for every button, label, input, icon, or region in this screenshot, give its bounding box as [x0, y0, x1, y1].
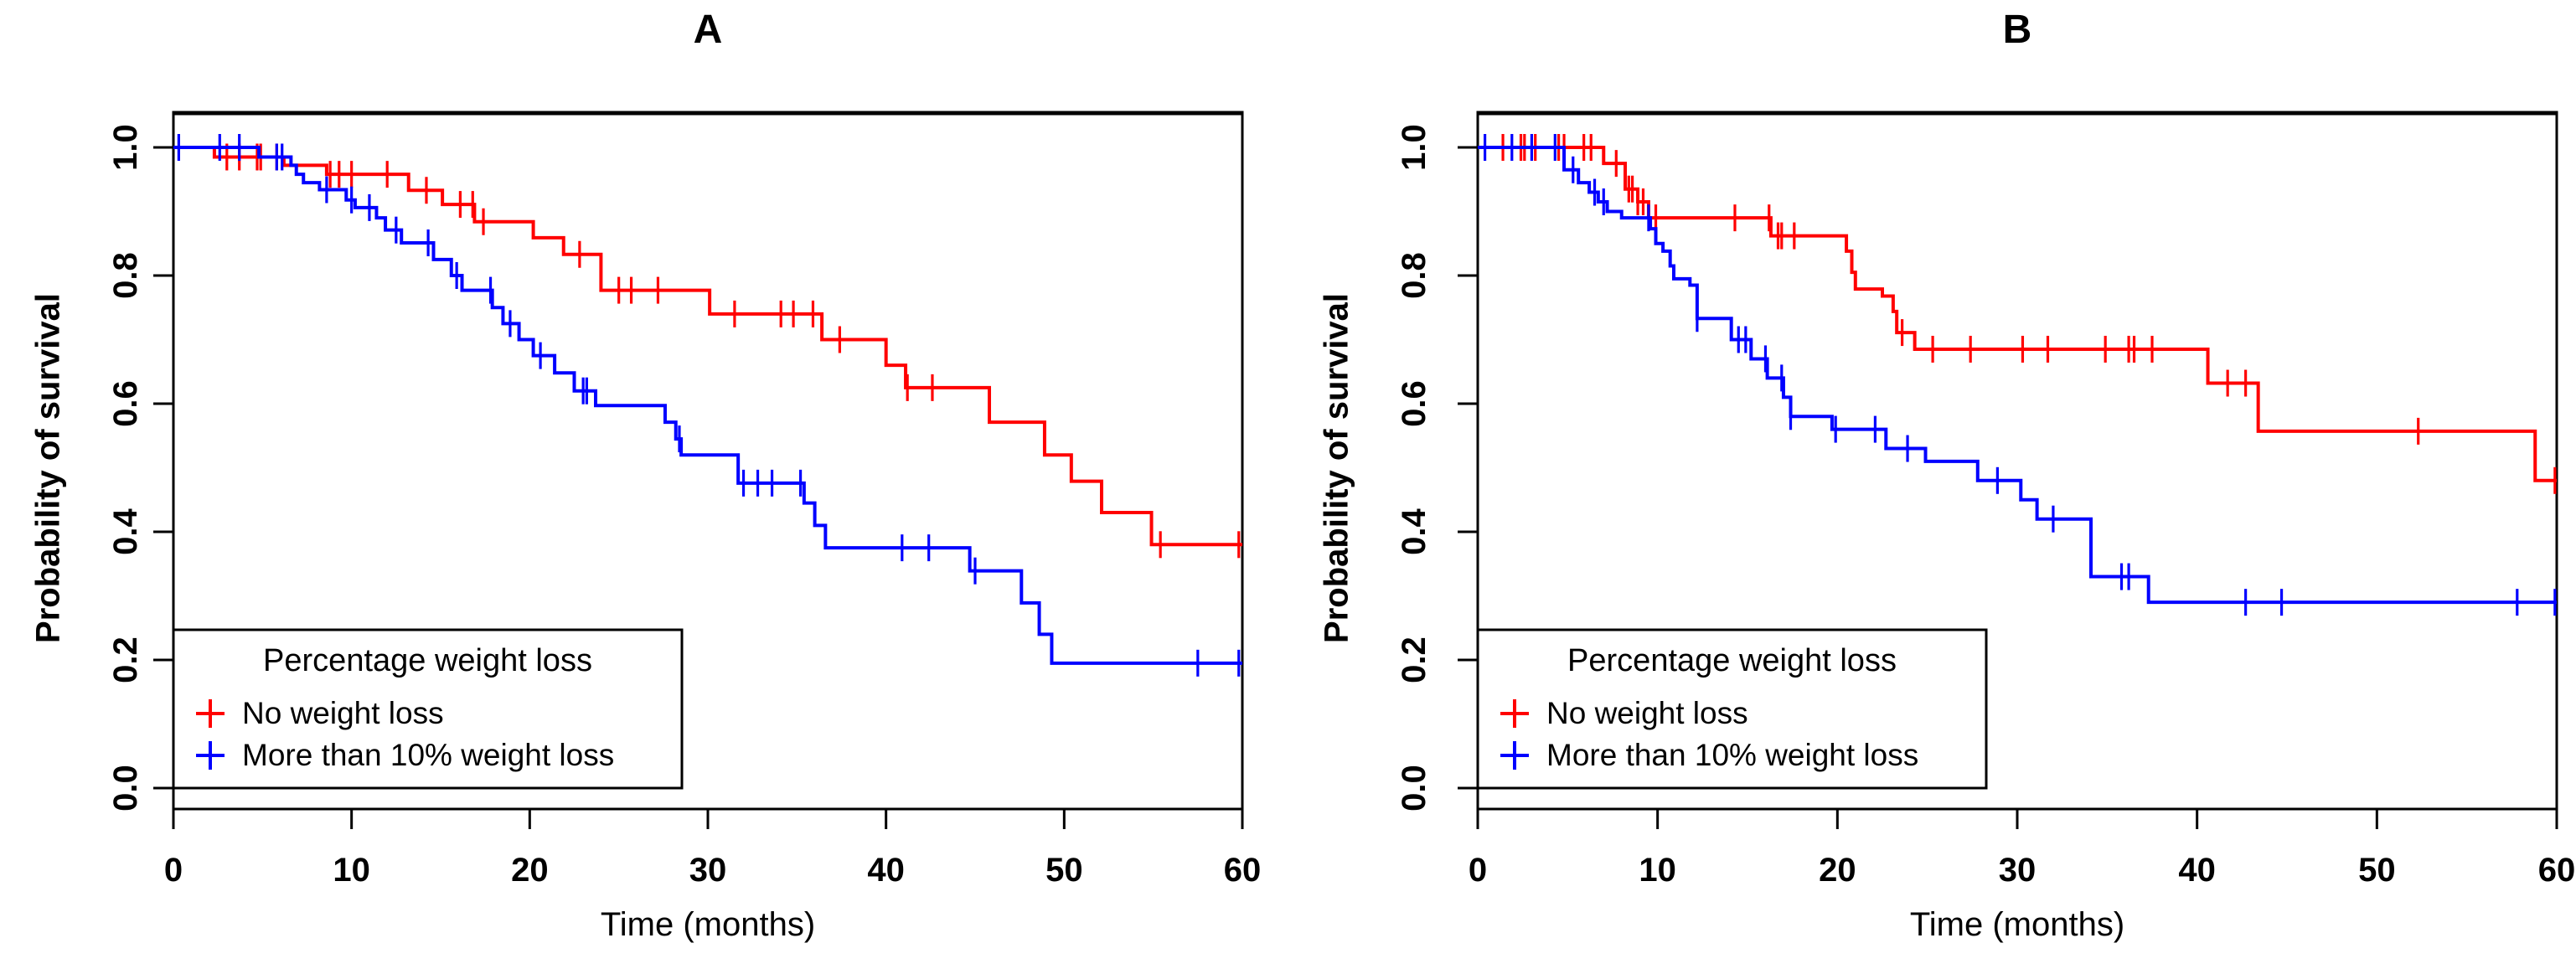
- y-tick-label: 0.0: [1396, 765, 1433, 812]
- y-tick-label: 1.0: [1396, 124, 1433, 171]
- x-tick-label: 50: [2358, 852, 2396, 889]
- y-tick-label: 1.0: [107, 124, 144, 171]
- panel-a-title: A: [693, 8, 723, 52]
- x-tick-label: 10: [1639, 852, 1676, 889]
- panel-a-plot: 0.0 0.2 0.4 0.6 0.8 1.0 0 10 20 30 40 50 60: [107, 111, 1262, 889]
- panel-a: 0.0 0.2 0.4 0.6 0.8 1.0 0 10 20 30 40 50 60 A Probab…: [29, 8, 1262, 943]
- x-tick-label: 60: [2538, 852, 2576, 889]
- y-tick-label: 0.0: [107, 765, 144, 812]
- legend-box: [172, 628, 684, 790]
- y-tick-label: 0.2: [107, 636, 144, 683]
- panel-b-legend-title: Percentage weight loss: [1567, 643, 1897, 678]
- panel-b-title: B: [2002, 8, 2032, 52]
- y-tick-label: 0.8: [1396, 252, 1433, 299]
- panel-b-ylabel: Probability of survival: [1318, 292, 1355, 643]
- x-tick-label: 50: [1045, 852, 1083, 889]
- survival-curve-no-weight-loss: [173, 146, 1242, 547]
- x-tick-label: 30: [1999, 852, 2037, 889]
- y-tick-label: 0.8: [107, 252, 144, 299]
- panel-a-xlabel: Time (months): [600, 906, 816, 943]
- panel-a-legend-title: Percentage weight loss: [263, 643, 592, 678]
- panel-a-legend-label-more-than-10: More than 10% weight loss: [242, 738, 615, 772]
- x-tick-label: 0: [164, 852, 183, 889]
- panel-b-legend-label-more-than-10: More than 10% weight loss: [1546, 738, 1919, 772]
- y-tick-label: 0.6: [107, 380, 144, 427]
- y-tick-label: 0.2: [1396, 636, 1433, 683]
- survival-curve-more-than-10pct: [1478, 146, 2557, 605]
- x-tick-label: 0: [1469, 852, 1487, 889]
- x-tick-label: 20: [511, 852, 549, 889]
- panel-a-ylabel: Probability of survival: [29, 292, 67, 643]
- panel-b-plot: 0.0 0.2 0.4 0.6 0.8 1.0 0 10 20 30 40 50 60: [1396, 111, 2576, 889]
- panel-b: 0.0 0.2 0.4 0.6 0.8 1.0 0 10 20 30 40 50 60 B Probab…: [1288, 0, 2576, 974]
- survival-curve-no-weight-loss: [1478, 146, 2557, 482]
- panel-b-legend-label-no-weight-loss: No weight loss: [1546, 696, 1748, 730]
- x-tick-label: 40: [2178, 852, 2216, 889]
- x-tick-label: 30: [689, 852, 727, 889]
- y-tick-label: 0.6: [1396, 380, 1433, 427]
- x-tick-label: 40: [867, 852, 905, 889]
- x-tick-label: 20: [1819, 852, 1856, 889]
- panel-b-xlabel: Time (months): [1909, 906, 2125, 943]
- y-tick-label: 0.4: [107, 508, 144, 554]
- x-tick-label: 10: [333, 852, 370, 889]
- x-tick-label: 60: [1224, 852, 1262, 889]
- panel-a-legend-label-no-weight-loss: No weight loss: [242, 696, 444, 730]
- y-tick-label: 0.4: [1396, 508, 1433, 554]
- legend-box: [1476, 628, 1988, 790]
- survival-curve-more-than-10pct: [173, 146, 1242, 665]
